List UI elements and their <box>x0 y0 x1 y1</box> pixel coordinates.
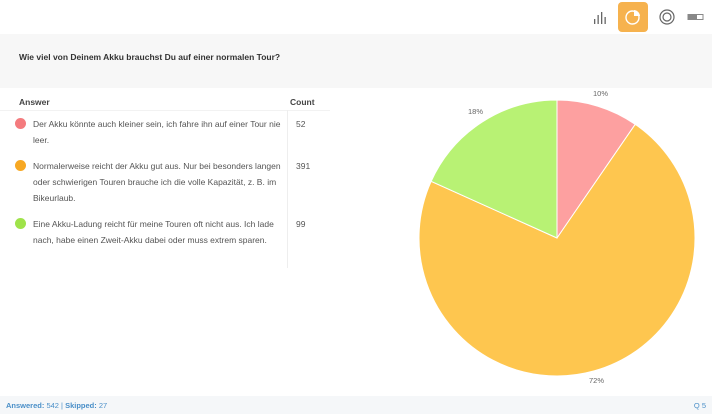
legend-dot-green <box>15 218 26 229</box>
chart-type-toolbar <box>0 0 712 34</box>
column-divider <box>287 110 288 268</box>
count-column-header: Count <box>290 97 315 107</box>
answer-text: Normalerweise reicht der Akku gut aus. N… <box>33 161 281 203</box>
legend-dot-red <box>15 118 26 129</box>
legend-dot-orange <box>15 160 26 171</box>
bar-chart-icon <box>594 12 606 24</box>
answered-value: 542 <box>46 401 59 410</box>
pie-label-red: 10% <box>593 89 609 98</box>
pie-chart-icon <box>625 10 640 25</box>
separator: | <box>61 401 63 410</box>
answer-text: Der Akku könnte auch kleiner sein, ich f… <box>33 119 281 145</box>
skipped-label: Skipped: <box>65 401 97 410</box>
answer-text: Eine Akku-Ladung reicht für meine Touren… <box>33 219 274 245</box>
pie-label-orange: 72% <box>589 376 605 385</box>
skipped-value: 27 <box>98 401 108 410</box>
pie-label-green: 18% <box>468 107 484 116</box>
question-title: Wie viel von Deinem Akku brauchst Du auf… <box>19 52 281 62</box>
bar-chart-view-button[interactable] <box>585 2 615 32</box>
pie-slice-green[interactable] <box>430 99 558 239</box>
donut-chart-icon <box>659 9 675 25</box>
pie-chart-view-button[interactable] <box>618 2 648 32</box>
donut-chart-view-button[interactable] <box>652 2 682 32</box>
header-divider <box>0 110 330 111</box>
toggle-icon <box>687 14 704 20</box>
answer-count: 99 <box>296 219 306 229</box>
question-number: Q 5 <box>693 401 706 410</box>
status-footer: Answered: 542 | Skipped: 27 Q 5 <box>0 396 712 414</box>
answered-label: Answered: <box>6 401 45 410</box>
answer-column-header: Answer <box>19 97 50 107</box>
pie-slice-red[interactable] <box>556 99 636 240</box>
table-view-button[interactable] <box>681 2 711 32</box>
answer-count: 52 <box>296 119 306 129</box>
pie-slice-orange[interactable] <box>418 123 696 377</box>
response-summary: Answered: 542 | Skipped: 27 <box>6 401 107 410</box>
answer-count: 391 <box>296 161 311 171</box>
question-header <box>0 34 712 88</box>
